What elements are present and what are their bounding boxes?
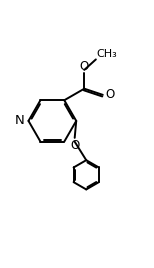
Text: CH₃: CH₃	[97, 49, 117, 59]
Text: N: N	[15, 114, 25, 127]
Text: O: O	[80, 59, 89, 73]
Text: O: O	[70, 139, 79, 152]
Text: O: O	[105, 88, 114, 101]
